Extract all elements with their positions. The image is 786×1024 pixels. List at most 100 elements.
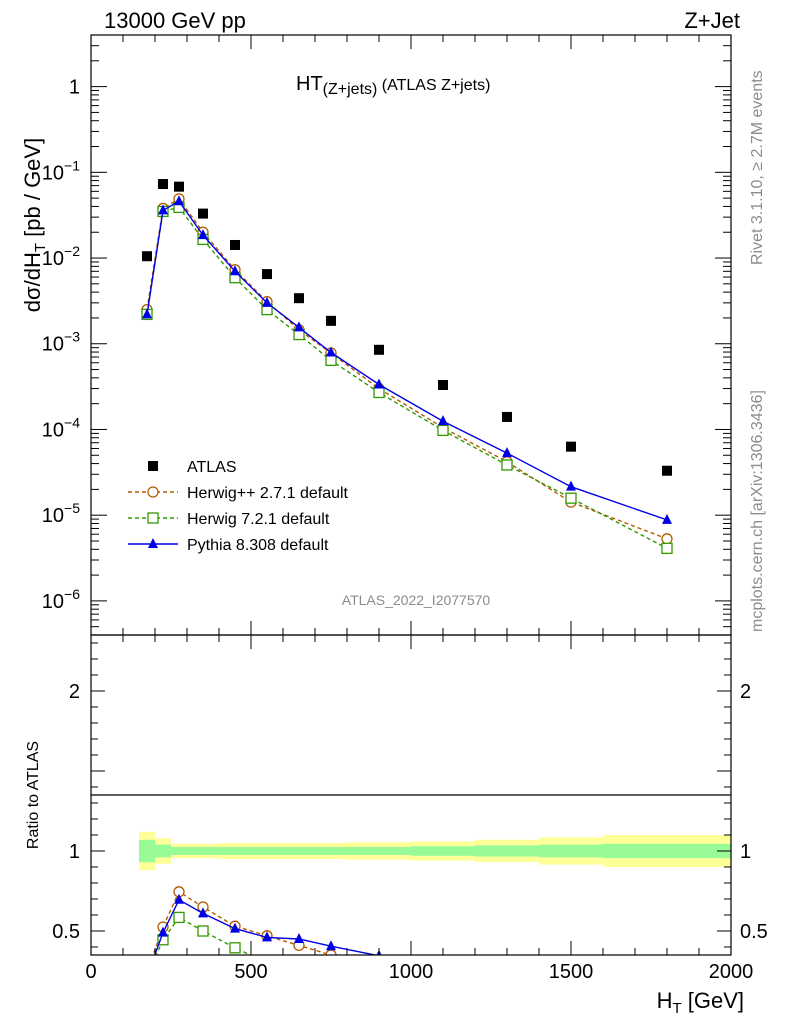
x-tick-label-0: 0 bbox=[85, 961, 96, 983]
ratio-y-tick-label-left-2: 2 bbox=[69, 681, 80, 703]
legend-marker-herwig-7-2-1-default bbox=[147, 512, 159, 524]
ratio-panel-frame bbox=[90, 634, 732, 956]
legend-label-herwig-2-7-1-default: Herwig++ 2.7.1 default bbox=[187, 485, 349, 502]
main-point-pythia-8-308-default-1 bbox=[158, 204, 168, 215]
legend-marker-atlas bbox=[148, 461, 158, 471]
ratio-inner-band-4 bbox=[219, 847, 251, 855]
main-point-herwig-7-2-1-default-11 bbox=[565, 492, 577, 504]
main-point-pythia-8-308-default-5 bbox=[262, 296, 272, 307]
main-point-pythia-8-308-default-6 bbox=[294, 321, 304, 332]
legend-marker-herwig-2-7-1-default bbox=[147, 486, 159, 498]
ratio-inner-band-7 bbox=[315, 847, 347, 855]
main-y-tick-base-3: 10 bbox=[42, 334, 64, 356]
main-series-atlas bbox=[142, 179, 672, 476]
ratio-inner-band-0 bbox=[139, 839, 155, 863]
ratio-line-herwig-2-7-1-default bbox=[152, 890, 336, 955]
main-point-pythia-8-308-default-11 bbox=[566, 480, 576, 491]
xlabel-unit: [GeV] bbox=[682, 988, 744, 1013]
main-point-atlas-2 bbox=[174, 181, 184, 192]
ratio-y-tick-label-right-2: 2 bbox=[740, 681, 751, 703]
main-point-pythia-8-308-default-2 bbox=[174, 195, 184, 206]
axis-tick-labels: 0 500 1000 1500 2000110−110−210−310−410−510−… bbox=[42, 77, 768, 983]
ratio-y-axis-label: Ratio to ATLAS bbox=[25, 741, 42, 849]
main-point-herwig-7-2-1-default-12 bbox=[661, 542, 673, 555]
main-series-pythia-8-308-default bbox=[142, 195, 672, 524]
x-tick-label-1000: 1000 bbox=[389, 961, 434, 983]
main-point-herwig-7-2-1-default-8 bbox=[373, 386, 385, 399]
ratio-y-tick-label-right-1: 1 bbox=[740, 841, 751, 863]
rivet-version-label: Rivet 3.1.10, ≥ 2.7M events bbox=[749, 70, 766, 265]
main-y-tick-exp-4: −4 bbox=[64, 414, 80, 430]
ylabel-subscript: T bbox=[32, 243, 49, 252]
legend-label-pythia-8-308-default: Pythia 8.308 default bbox=[187, 537, 329, 554]
legend-label-atlas: ATLAS bbox=[187, 459, 237, 476]
main-y-tick-exp-2: −2 bbox=[64, 243, 80, 259]
ratio-inner-band-6 bbox=[283, 847, 315, 855]
ratio-point-pythia-8-308-default-1 bbox=[158, 926, 168, 937]
main-point-pythia-8-308-default-7 bbox=[326, 346, 336, 357]
main-point-atlas-9 bbox=[438, 380, 448, 391]
ratio-uncertainty-bands bbox=[139, 831, 731, 871]
main-y-tick-base-5: 10 bbox=[42, 505, 64, 527]
main-y-tick-label-4: 10−4 bbox=[42, 414, 80, 441]
ratio-point-herwig-7-2-1-default-4 bbox=[229, 942, 241, 954]
main-point-pythia-8-308-default-8 bbox=[374, 378, 384, 389]
ratio-point-pythia-8-308-default-6 bbox=[294, 933, 304, 943]
main-series-layer bbox=[141, 179, 673, 555]
main-y-tick-exp-3: −3 bbox=[64, 329, 80, 345]
ratio-inner-band-8 bbox=[347, 847, 411, 855]
x-tick-label-2000: 2000 bbox=[709, 961, 754, 983]
main-point-atlas-6 bbox=[294, 293, 304, 304]
main-y-tick-base-2: 10 bbox=[42, 248, 64, 270]
mcplots-label: mcplots.cern.ch [arXiv:1306.3436] bbox=[749, 390, 766, 632]
ratio-point-pythia-8-308-default-3 bbox=[198, 907, 208, 918]
ratio-y-tick-label-right-0.5: 0.5 bbox=[740, 921, 768, 943]
main-point-atlas-3 bbox=[198, 208, 208, 219]
legend-entry-herwig-7-2-1-default: Herwig 7.2.1 default bbox=[128, 511, 330, 528]
legend-entry-atlas: ATLAS bbox=[148, 459, 237, 476]
main-y-tick-label-6: 10−6 bbox=[42, 586, 80, 613]
main-y-tick-label-2: 10−2 bbox=[42, 243, 80, 270]
legend: ATLAS Herwig++ 2.7.1 default Herwig 7.2.1 … bbox=[128, 459, 349, 554]
ratio-point-pythia-8-308-default-4 bbox=[230, 922, 240, 933]
x-tick-label-1500: 1500 bbox=[549, 961, 594, 983]
legend-entry-herwig-2-7-1-default: Herwig++ 2.7.1 default bbox=[128, 485, 349, 502]
main-point-atlas-11 bbox=[566, 441, 576, 452]
main-y-axis-label: dσ/dHT [pb / GeV] bbox=[20, 138, 49, 312]
main-y-tick-label-0: 1 bbox=[69, 77, 80, 99]
legend-entry-pythia-8-308-default: Pythia 8.308 default bbox=[128, 537, 329, 554]
ratio-point-pythia-8-308-default-2 bbox=[174, 893, 184, 904]
main-point-herwig-7-2-1-default-10 bbox=[501, 459, 513, 471]
ratio-point-herwig-2-7-1-default-8 bbox=[374, 958, 384, 968]
main-y-tick-exp-5: −5 bbox=[64, 500, 80, 516]
title-subscript: (Z+jets) bbox=[323, 81, 378, 98]
ratio-point-herwig-2-7-1-default-0 bbox=[142, 968, 152, 978]
main-point-herwig-7-2-1-default-9 bbox=[437, 424, 449, 437]
main-y-tick-base-1: 10 bbox=[42, 162, 64, 184]
main-y-tick-base-4: 10 bbox=[42, 419, 64, 441]
ratio-inner-band-1 bbox=[155, 844, 171, 858]
ratio-point-pythia-8-308-default-0 bbox=[142, 970, 152, 980]
main-point-atlas-0 bbox=[142, 251, 152, 262]
ratio-point-herwig-7-2-1-default-2 bbox=[173, 911, 185, 924]
analysis-watermark: ATLAS_2022_I2077570 bbox=[342, 592, 491, 608]
main-point-atlas-7 bbox=[326, 315, 336, 326]
title-main: HT bbox=[296, 73, 323, 95]
x-axis-label: HT [GeV] bbox=[657, 988, 744, 1017]
header-left-label: 13000 GeV pp bbox=[104, 8, 246, 33]
ylabel-main: dσ/dH bbox=[20, 252, 45, 312]
main-point-herwig-7-2-1-default-7 bbox=[325, 354, 337, 367]
main-point-atlas-4 bbox=[230, 239, 240, 250]
ylabel-unit: [pb / GeV] bbox=[20, 138, 45, 243]
ratio-point-pythia-8-308-default-7 bbox=[326, 940, 336, 951]
main-point-pythia-8-308-default-12 bbox=[662, 513, 672, 524]
main-y-tick-base-0: 1 bbox=[69, 77, 80, 99]
main-point-pythia-8-308-default-10 bbox=[502, 447, 512, 458]
ratio-y-tick-label-left-0.5: 0.5 bbox=[52, 921, 80, 943]
main-point-pythia-8-308-default-4 bbox=[230, 265, 240, 276]
ratio-inner-band-2 bbox=[171, 847, 187, 855]
xlabel-main: H bbox=[657, 988, 673, 1013]
ratio-line-pythia-8-308-default bbox=[153, 898, 379, 955]
ratio-inner-band-9 bbox=[411, 846, 475, 856]
